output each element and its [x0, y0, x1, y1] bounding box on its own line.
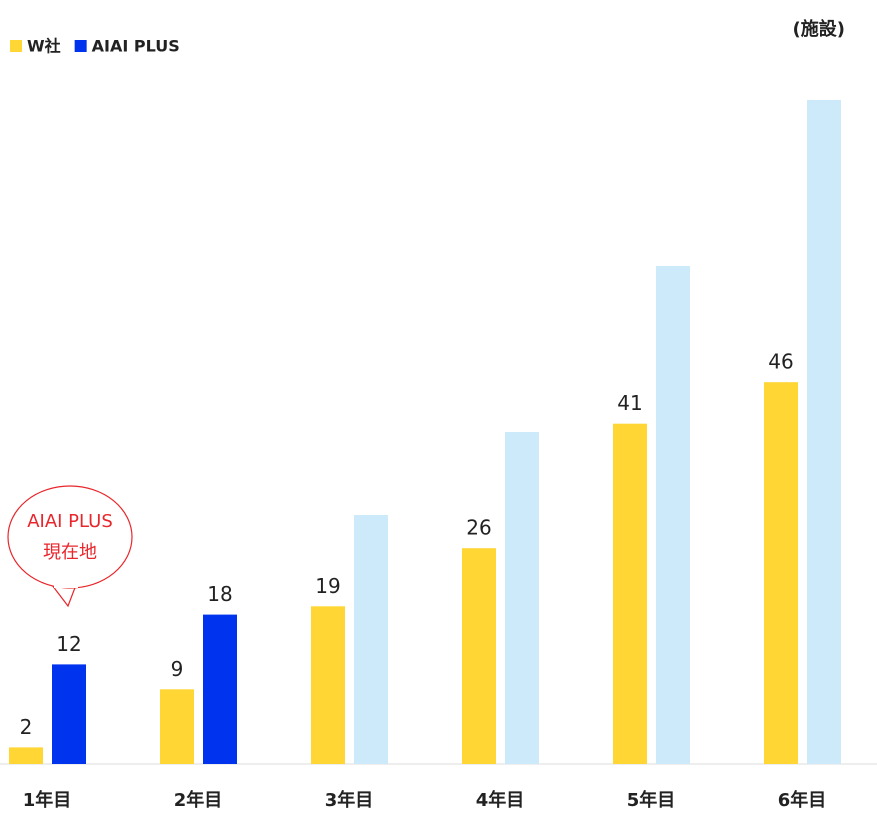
- value-label: 41: [617, 391, 642, 415]
- value-label: 26: [466, 516, 491, 540]
- bar: [462, 548, 496, 764]
- value-label: 19: [315, 574, 340, 598]
- x-tick-label: 6年目: [778, 789, 827, 811]
- x-tick-label: 1年目: [23, 789, 72, 811]
- bar: [9, 747, 43, 764]
- bar: [656, 266, 690, 764]
- legend-swatch: [10, 40, 22, 52]
- x-tick-label: 4年目: [476, 789, 525, 811]
- legend-label: AIAI PLUS: [92, 37, 180, 56]
- value-label: 12: [56, 632, 81, 656]
- bar: [52, 664, 86, 764]
- annotation-text: 現在地: [43, 542, 97, 563]
- callout: [7, 485, 133, 608]
- legend-label: W社: [27, 37, 61, 56]
- value-label: 18: [207, 582, 232, 606]
- callout-join: [54, 580, 78, 588]
- bar: [203, 614, 237, 764]
- x-tick-label: 5年目: [627, 789, 676, 811]
- bar: [160, 689, 194, 764]
- callout-bubble: [7, 485, 133, 589]
- bar: [354, 515, 388, 764]
- bar: [311, 606, 345, 764]
- x-tick-label: 3年目: [325, 789, 374, 811]
- bar: [764, 382, 798, 764]
- bar: [505, 432, 539, 764]
- value-label: 2: [20, 715, 33, 739]
- legend-swatch: [74, 40, 87, 52]
- annotation-text: AIAI PLUS: [27, 511, 113, 532]
- value-label: 46: [768, 350, 793, 374]
- bar: [807, 100, 841, 764]
- unit-label: (施設): [793, 18, 845, 40]
- value-label: 9: [171, 657, 184, 681]
- callout-tail: [51, 584, 77, 608]
- bar: [613, 423, 647, 764]
- x-tick-label: 2年目: [174, 789, 223, 811]
